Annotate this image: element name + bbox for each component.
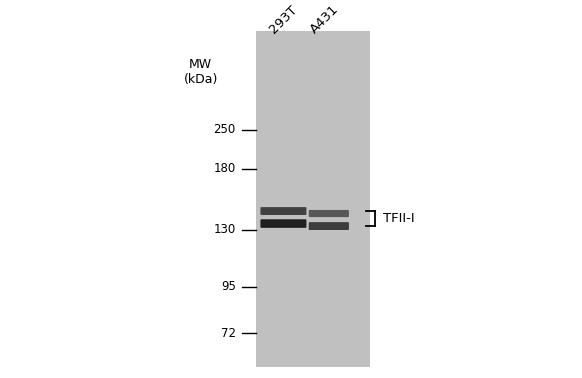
Text: 72: 72: [221, 327, 236, 340]
Text: MW
(kDa): MW (kDa): [183, 58, 218, 86]
FancyBboxPatch shape: [308, 210, 349, 217]
Bar: [256, 31, 370, 367]
Text: TFII-I: TFII-I: [383, 212, 414, 225]
FancyBboxPatch shape: [260, 219, 306, 228]
Text: 250: 250: [214, 123, 236, 136]
FancyBboxPatch shape: [308, 222, 349, 230]
Text: 180: 180: [214, 163, 236, 175]
FancyBboxPatch shape: [260, 207, 306, 215]
Text: 95: 95: [221, 280, 236, 293]
Text: 293T: 293T: [267, 4, 300, 37]
Text: A431: A431: [308, 3, 342, 37]
Text: 130: 130: [214, 223, 236, 236]
